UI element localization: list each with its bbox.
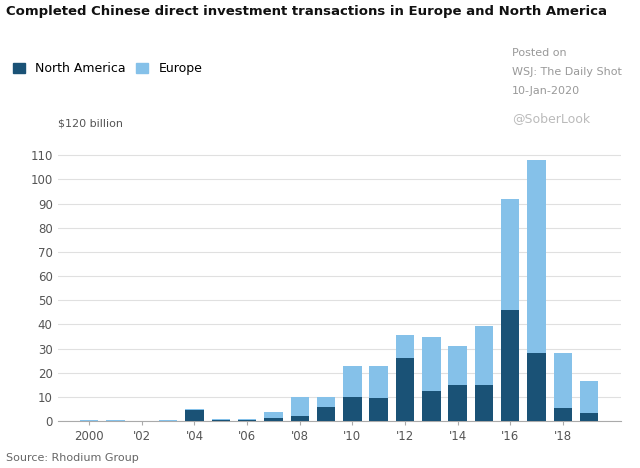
Bar [291,397,309,417]
Bar [264,411,283,417]
Bar [212,420,230,421]
Bar [80,420,99,421]
Bar [343,397,362,421]
Bar [291,417,309,421]
Bar [422,391,440,421]
Bar [369,366,388,398]
Bar [185,409,204,410]
Text: WSJ: The Daily Shot: WSJ: The Daily Shot [512,67,622,77]
Bar [317,397,335,407]
Bar [396,358,414,421]
Bar [501,199,520,310]
Bar [317,407,335,421]
Bar [527,353,546,421]
Bar [554,353,572,408]
Bar [527,160,546,353]
Text: 10-Jan-2020: 10-Jan-2020 [512,86,580,95]
Bar [475,385,493,421]
Bar [580,413,598,421]
Bar [449,346,467,385]
Bar [343,366,362,397]
Bar [238,418,256,420]
Text: Completed Chinese direct investment transactions in Europe and North America: Completed Chinese direct investment tran… [6,5,607,18]
Text: Posted on: Posted on [512,48,566,58]
Text: Source: Rhodium Group: Source: Rhodium Group [6,453,139,463]
Bar [475,326,493,385]
Bar [501,310,520,421]
Bar [396,336,414,358]
Bar [212,419,230,420]
Text: @SoberLook: @SoberLook [512,112,590,124]
Bar [422,336,440,391]
Bar [185,410,204,421]
Bar [369,398,388,421]
Bar [264,417,283,421]
Bar [238,420,256,421]
Bar [159,420,177,421]
Bar [580,381,598,413]
Text: $120 billion: $120 billion [58,119,123,129]
Bar [449,385,467,421]
Legend: North America, Europe: North America, Europe [13,62,202,75]
Bar [554,408,572,421]
Bar [106,420,125,421]
